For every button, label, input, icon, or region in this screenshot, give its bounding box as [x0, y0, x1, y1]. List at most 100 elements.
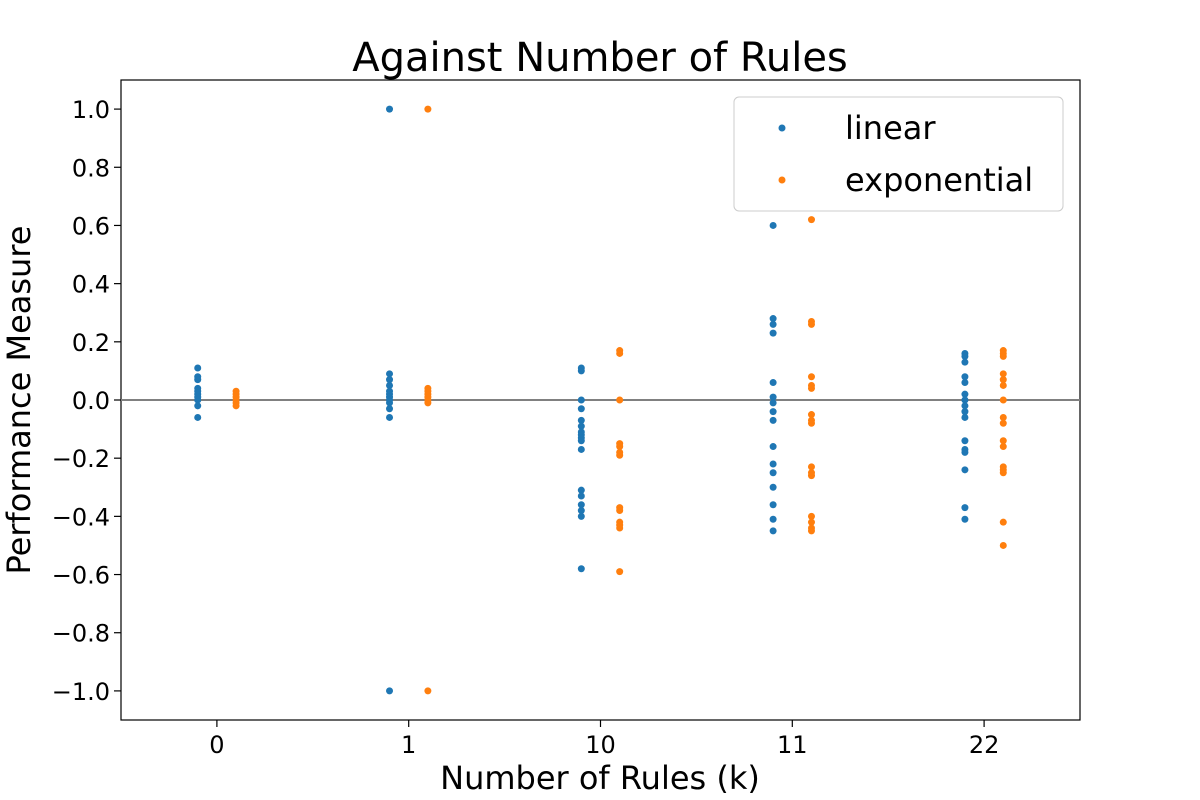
data-point-linear [577, 364, 585, 372]
data-point-linear [961, 408, 969, 416]
data-point-linear [386, 399, 394, 407]
data-point-exponential [807, 373, 815, 381]
legend-marker-linear [778, 124, 786, 132]
data-point-exponential [807, 419, 815, 427]
y-tick-label: −1.0 [52, 678, 110, 706]
data-point-exponential [616, 349, 624, 357]
data-point-linear [961, 358, 969, 366]
data-point-linear [577, 416, 585, 424]
x-tick-label: 11 [777, 731, 808, 759]
data-point-exponential [999, 518, 1007, 526]
data-point-exponential [999, 352, 1007, 360]
data-point-linear [386, 405, 394, 413]
data-point-linear [769, 329, 777, 337]
chart-title: Against Number of Rules [352, 35, 848, 81]
y-tick-label: −0.6 [52, 562, 110, 590]
data-point-linear [577, 396, 585, 404]
x-tick-label: 10 [585, 731, 616, 759]
y-tick-label: −0.8 [52, 620, 110, 648]
data-point-exponential [807, 472, 815, 480]
data-point-linear [577, 565, 585, 573]
data-point-exponential [616, 451, 624, 459]
data-point-linear [769, 315, 777, 323]
data-point-exponential [616, 568, 624, 576]
data-points [194, 105, 1007, 695]
legend-marker-exponential [778, 176, 786, 184]
data-point-exponential [807, 216, 815, 224]
data-point-linear [961, 373, 969, 381]
data-point-linear [769, 221, 777, 229]
data-point-exponential [807, 512, 815, 520]
data-point-linear [386, 413, 394, 421]
x-axis-label: Number of Rules (k) [440, 759, 760, 797]
data-point-linear [769, 416, 777, 424]
data-point-exponential [999, 396, 1007, 404]
data-point-linear [194, 396, 202, 404]
data-point-linear [194, 364, 202, 372]
data-point-linear [194, 413, 202, 421]
data-point-linear [386, 381, 394, 389]
data-point-linear [961, 379, 969, 387]
x-tick-label: 22 [969, 731, 1000, 759]
data-point-exponential [999, 541, 1007, 549]
y-tick-label: −0.2 [52, 445, 110, 473]
data-point-exponential [807, 384, 815, 392]
data-point-linear [386, 105, 394, 113]
data-point-exponential [807, 463, 815, 471]
data-point-linear [386, 687, 394, 695]
data-point-linear [577, 492, 585, 500]
data-point-exponential [616, 443, 624, 451]
x-axis: 0 1 10 11 22 [209, 720, 999, 759]
data-point-exponential [999, 381, 1007, 389]
data-point-linear [577, 445, 585, 453]
data-point-linear [577, 512, 585, 520]
data-point-linear [577, 422, 585, 430]
data-point-linear [769, 399, 777, 407]
legend: linear exponential [733, 96, 1064, 212]
data-point-exponential [999, 370, 1007, 378]
data-point-linear [769, 379, 777, 387]
data-point-exponential [999, 443, 1007, 451]
y-axis: 1.0 0.8 0.6 0.4 0.2 0.0 −0.2 −0.4 −0.6 −0.8 −1.0 [52, 96, 121, 706]
data-point-linear [386, 376, 394, 384]
data-point-linear [961, 390, 969, 398]
legend-box [733, 96, 1064, 212]
y-tick-label: −0.4 [52, 503, 110, 531]
data-point-linear [769, 443, 777, 451]
data-point-linear [961, 396, 969, 404]
data-point-linear [769, 320, 777, 328]
data-point-exponential [424, 399, 432, 407]
data-point-linear [769, 527, 777, 535]
data-point-exponential [999, 469, 1007, 477]
data-point-exponential [807, 411, 815, 419]
data-point-exponential [616, 507, 624, 515]
data-point-linear [386, 370, 394, 378]
x-tick-label: 0 [209, 731, 224, 759]
data-point-linear [769, 483, 777, 491]
data-point-linear [577, 437, 585, 445]
data-point-exponential [999, 376, 1007, 384]
data-point-linear [577, 405, 585, 413]
data-point-exponential [232, 402, 240, 410]
data-point-linear [577, 486, 585, 494]
y-axis-label: Performance Measure [0, 226, 38, 575]
data-point-exponential [999, 419, 1007, 427]
data-point-linear [194, 376, 202, 384]
data-point-exponential [999, 413, 1007, 421]
data-point-linear [769, 501, 777, 509]
data-point-linear [577, 501, 585, 509]
data-point-linear [961, 504, 969, 512]
data-point-exponential [424, 687, 432, 695]
legend-label-linear: linear [845, 109, 936, 147]
data-point-exponential [807, 518, 815, 526]
data-point-linear [194, 402, 202, 410]
y-tick-label: 0.0 [72, 387, 110, 415]
y-tick-label: 0.4 [72, 271, 110, 299]
data-point-linear [961, 352, 969, 360]
data-point-linear [769, 469, 777, 477]
data-point-linear [961, 466, 969, 474]
data-point-exponential [999, 437, 1007, 445]
data-point-exponential [807, 320, 815, 328]
data-point-exponential [807, 527, 815, 535]
data-point-linear [769, 460, 777, 468]
